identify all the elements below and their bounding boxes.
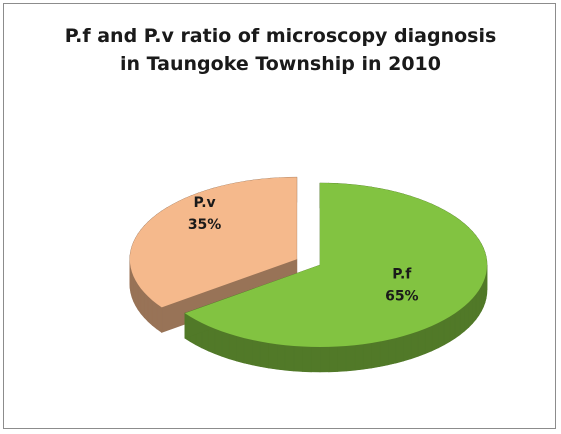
slice-value-label: 65% xyxy=(385,288,419,304)
slice-side xyxy=(481,281,484,312)
slice-side xyxy=(449,312,456,343)
slice-label: P.f xyxy=(392,266,412,282)
slice-side xyxy=(443,316,451,346)
slice-side xyxy=(362,342,372,370)
slice-label: P.v xyxy=(194,195,216,211)
slice-side xyxy=(302,346,312,373)
slice-side xyxy=(468,297,473,328)
pie-slice xyxy=(184,183,487,347)
slice-side xyxy=(354,343,364,371)
chart-title: P.f and P.v ratio of microscopy diagnosi… xyxy=(64,25,497,75)
slice-side xyxy=(236,335,245,364)
slice-side xyxy=(214,328,223,357)
chart-frame xyxy=(3,3,556,429)
slice-side xyxy=(137,283,142,315)
slice-value-label: 35% xyxy=(188,217,222,233)
slice-side xyxy=(395,335,404,364)
slice-side xyxy=(259,341,269,369)
slice-side xyxy=(207,325,216,355)
slice-side xyxy=(478,285,482,317)
slice-side xyxy=(454,309,461,339)
slice-side xyxy=(268,342,278,370)
slice-side xyxy=(424,325,433,355)
slice-side xyxy=(310,346,321,373)
slice-side xyxy=(437,319,445,349)
slice-side xyxy=(228,333,237,362)
slice-side xyxy=(472,293,477,325)
slice-side xyxy=(293,345,303,372)
slice-side xyxy=(156,303,163,333)
slice-side xyxy=(328,346,338,373)
slice-side xyxy=(251,339,261,367)
slice-side xyxy=(337,345,347,372)
slice-side xyxy=(345,344,356,372)
slice-side xyxy=(410,330,419,360)
slice-side xyxy=(284,344,295,372)
slice-side xyxy=(403,333,412,362)
slice-side xyxy=(147,295,153,326)
slice-side xyxy=(143,291,149,323)
slice-side xyxy=(379,339,389,367)
slice-side xyxy=(140,287,145,319)
slice-side xyxy=(431,322,439,352)
slice-side xyxy=(387,337,397,366)
slice-side xyxy=(464,301,470,332)
slice-side xyxy=(135,279,139,311)
slice-side xyxy=(371,341,381,369)
slice-side xyxy=(133,276,136,306)
slice-side xyxy=(319,346,330,373)
slice-side xyxy=(276,343,286,371)
slice-side xyxy=(475,289,480,321)
slice-side xyxy=(243,337,253,366)
slice-side xyxy=(459,305,465,336)
slice-side xyxy=(417,328,426,357)
slice-side xyxy=(221,330,230,360)
pie-slice xyxy=(129,177,297,308)
slice-side xyxy=(151,299,158,330)
